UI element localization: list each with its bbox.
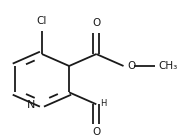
Text: N: N [27, 100, 35, 110]
Text: O: O [92, 18, 100, 28]
Text: H: H [100, 99, 106, 108]
Text: O: O [92, 128, 100, 137]
Text: O: O [127, 61, 135, 71]
Text: CH₃: CH₃ [159, 61, 178, 71]
Text: Cl: Cl [37, 16, 47, 26]
